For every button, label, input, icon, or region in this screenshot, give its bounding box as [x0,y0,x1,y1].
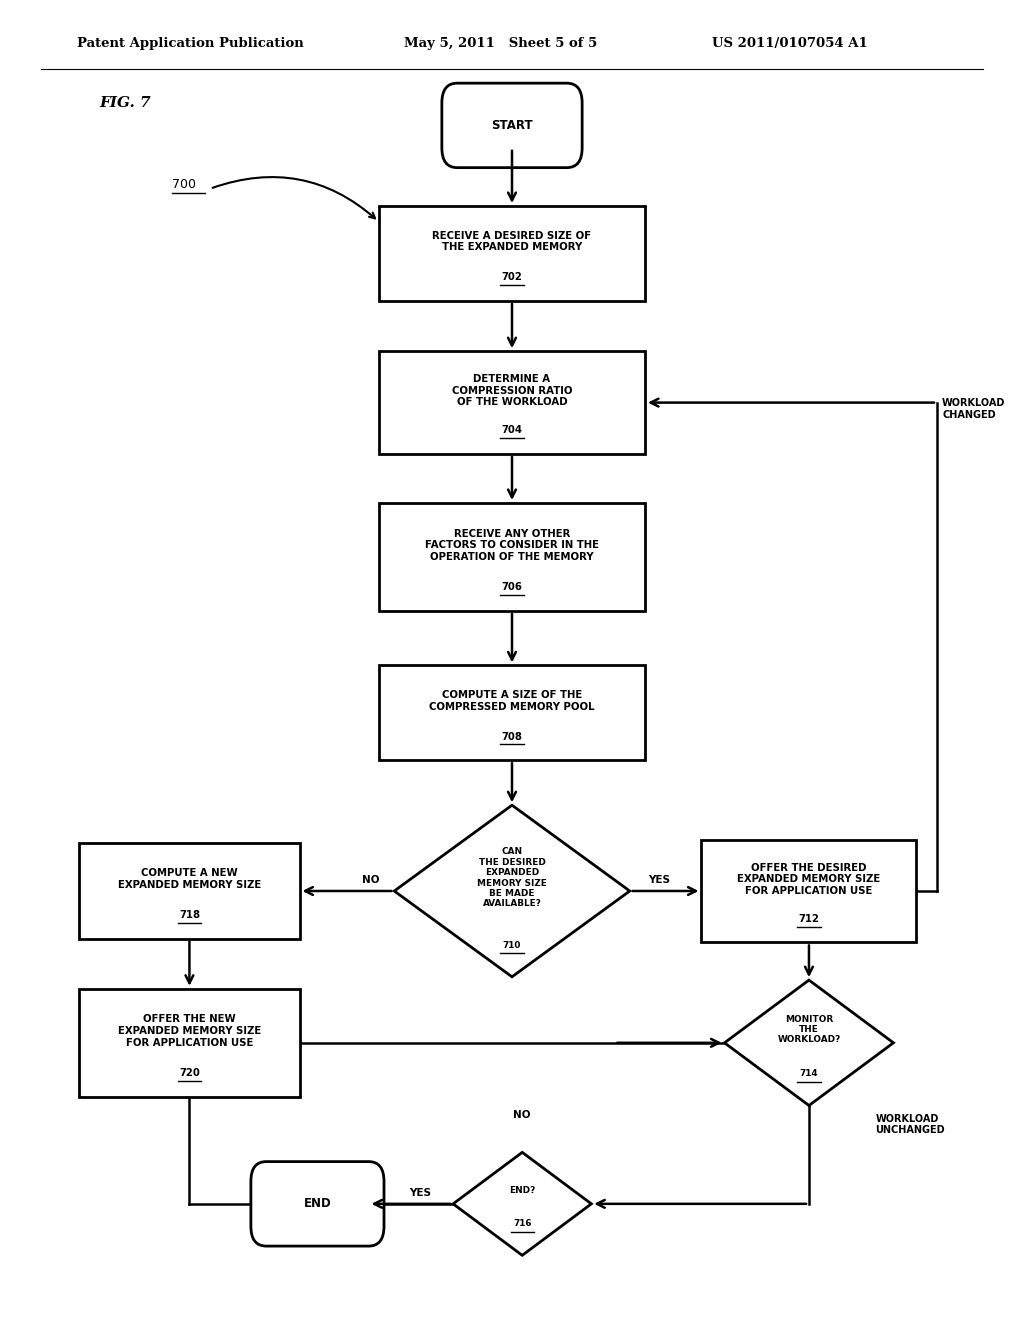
FancyBboxPatch shape [251,1162,384,1246]
Text: US 2011/0107054 A1: US 2011/0107054 A1 [712,37,867,50]
Text: DETERMINE A
COMPRESSION RATIO
OF THE WORKLOAD: DETERMINE A COMPRESSION RATIO OF THE WOR… [452,374,572,408]
Text: START: START [492,119,532,132]
Bar [379,665,645,760]
Text: RECEIVE ANY OTHER
FACTORS TO CONSIDER IN THE
OPERATION OF THE MEMORY: RECEIVE ANY OTHER FACTORS TO CONSIDER IN… [425,528,599,562]
Text: MONITOR
THE
WORKLOAD?: MONITOR THE WORKLOAD? [777,1015,841,1044]
Text: OFFER THE DESIRED
EXPANDED MEMORY SIZE
FOR APPLICATION USE: OFFER THE DESIRED EXPANDED MEMORY SIZE F… [737,862,881,896]
Bar [379,503,645,611]
Text: Patent Application Publication: Patent Application Publication [77,37,303,50]
Polygon shape [725,979,893,1106]
Text: 700: 700 [172,178,196,191]
Text: 708: 708 [502,731,522,742]
Text: COMPUTE A NEW
EXPANDED MEMORY SIZE: COMPUTE A NEW EXPANDED MEMORY SIZE [118,869,261,890]
Text: END?: END? [509,1187,536,1195]
Text: WORKLOAD
CHANGED: WORKLOAD CHANGED [942,399,1006,420]
Text: 702: 702 [502,272,522,282]
Text: OFFER THE NEW
EXPANDED MEMORY SIZE
FOR APPLICATION USE: OFFER THE NEW EXPANDED MEMORY SIZE FOR A… [118,1014,261,1048]
Bar [701,840,916,942]
Bar [379,351,645,454]
Bar [80,843,299,939]
Text: FIG. 7: FIG. 7 [99,96,151,110]
Text: 710: 710 [503,941,521,949]
Polygon shape [453,1152,592,1255]
Text: 720: 720 [179,1068,200,1078]
Text: NO: NO [513,1110,531,1121]
Text: YES: YES [648,875,671,886]
Text: 706: 706 [502,582,522,593]
Text: YES: YES [409,1188,431,1199]
Text: CAN
THE DESIRED
EXPANDED
MEMORY SIZE
BE MADE
AVAILABLE?: CAN THE DESIRED EXPANDED MEMORY SIZE BE … [477,847,547,908]
Text: WORKLOAD
UNCHANGED: WORKLOAD UNCHANGED [876,1114,945,1135]
Text: 704: 704 [502,425,522,436]
Polygon shape [394,805,630,977]
Text: COMPUTE A SIZE OF THE
COMPRESSED MEMORY POOL: COMPUTE A SIZE OF THE COMPRESSED MEMORY … [429,690,595,711]
Text: 718: 718 [179,909,200,920]
Bar [379,206,645,301]
Bar [80,989,299,1097]
Text: RECEIVE A DESIRED SIZE OF
THE EXPANDED MEMORY: RECEIVE A DESIRED SIZE OF THE EXPANDED M… [432,231,592,252]
Text: May 5, 2011   Sheet 5 of 5: May 5, 2011 Sheet 5 of 5 [404,37,598,50]
Text: END: END [303,1197,332,1210]
Text: NO: NO [361,875,380,886]
Text: 712: 712 [799,913,819,924]
Text: 714: 714 [800,1069,818,1078]
FancyBboxPatch shape [442,83,582,168]
Text: 716: 716 [513,1220,531,1228]
